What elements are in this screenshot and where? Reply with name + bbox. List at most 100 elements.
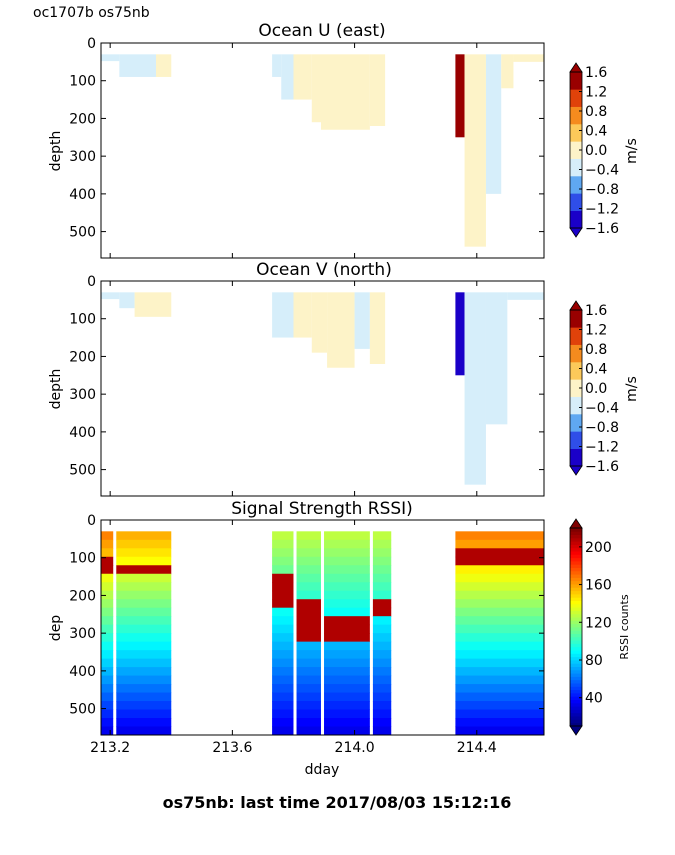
colorbar-tick-label: 0.4	[585, 124, 607, 140]
colorbar-segment	[570, 448, 582, 467]
rssi-panel: Signal Strength RSSI) 0 100 200 300 400 500 2…	[48, 499, 631, 778]
heatmap-cell	[455, 531, 544, 541]
heatmap-cell	[324, 624, 370, 634]
heatmap-cell	[372, 692, 392, 702]
heatmap-cell	[101, 624, 114, 634]
colorbar-segment	[570, 650, 582, 654]
heatmap-cell	[369, 54, 386, 126]
heatmap-cell	[324, 590, 370, 600]
rssi-y-ticks: 0 100 200 300 400 500	[69, 513, 544, 718]
heatmap-cell	[116, 565, 172, 575]
heatmap-cell	[101, 718, 114, 728]
heatmap-cell	[116, 548, 172, 558]
heatmap-cell	[324, 701, 370, 711]
colorbar-segment	[570, 574, 582, 578]
colorbar-segment	[570, 590, 582, 595]
colorbar-tick-label: −1.6	[585, 221, 619, 237]
heatmap-cell	[272, 582, 294, 592]
heatmap-cell	[455, 633, 544, 643]
x-tick-label: 214.0	[335, 740, 375, 756]
colorbar-extend-top	[569, 518, 583, 529]
ocean-v-colorbar-label: m/s	[624, 376, 640, 402]
colorbar-segment	[570, 722, 582, 727]
heatmap-cell	[372, 565, 392, 575]
heatmap-cell	[116, 633, 172, 643]
heatmap-cell	[327, 292, 355, 368]
y-tick-label: 400	[69, 664, 96, 680]
heatmap-cell	[101, 633, 114, 643]
heatmap-cell	[372, 531, 392, 541]
heatmap-cell	[272, 718, 294, 728]
colorbar-segment	[570, 716, 582, 720]
heatmap-cell	[116, 641, 172, 651]
colorbar-segment	[570, 379, 582, 397]
heatmap-cell	[372, 616, 392, 626]
y-tick-label: 0	[87, 513, 96, 529]
y-tick-label: 100	[69, 74, 96, 90]
colorbar-segment	[570, 623, 582, 628]
colorbar-tick-label: 0.0	[585, 143, 607, 159]
colorbar-segment	[570, 719, 582, 724]
corner-label: oc1707b os75nb	[33, 5, 150, 21]
ocean-u-plot-frame	[100, 42, 545, 259]
ocean-u-panel: Ocean U (east) 0 100 200 300 400 500 depth 1.…	[48, 21, 640, 259]
colorbar-segment	[570, 696, 582, 700]
heatmap-cell	[296, 709, 321, 719]
colorbar-segment	[570, 673, 582, 677]
heatmap-cell	[272, 599, 294, 609]
heatmap-cell	[296, 701, 321, 711]
heatmap-cell	[324, 667, 370, 677]
colorbar-tick-label: 40	[585, 691, 603, 707]
ocean-v-colorbar: 1.6 1.2 0.8 0.4 0.0 −0.4 −0.8 −1.2 −1.6	[569, 300, 619, 476]
heatmap-cell	[116, 684, 172, 694]
heatmap-cell	[101, 599, 114, 609]
ocean-v-plot-frame	[100, 280, 545, 497]
heatmap-cell	[296, 692, 321, 702]
colorbar-segment	[570, 210, 582, 229]
colorbar-segment	[570, 570, 582, 575]
heatmap-cell	[296, 590, 321, 600]
heatmap-cell	[296, 556, 321, 566]
colorbar-tick-label: 0.4	[585, 362, 607, 378]
colorbar-tick-label: −1.2	[585, 202, 619, 218]
heatmap-cell	[272, 641, 294, 651]
heatmap-cell	[101, 573, 114, 583]
heatmap-cell	[513, 54, 544, 62]
colorbar-segment	[570, 607, 582, 611]
colorbar-segment	[570, 362, 582, 380]
heatmap-cell	[455, 607, 544, 617]
colorbar-segment	[570, 344, 582, 363]
heatmap-cell	[455, 709, 544, 719]
heatmap-cell	[116, 556, 172, 566]
heatmap-cell	[272, 667, 294, 677]
heatmap-cell	[101, 539, 114, 549]
heatmap-cell	[296, 718, 321, 728]
heatmap-cell	[272, 684, 294, 694]
ocean-v-x-ticks	[109, 281, 478, 496]
heatmap-cell	[272, 531, 294, 541]
heatmap-cell	[324, 650, 370, 660]
heatmap-cell	[372, 658, 392, 668]
colorbar-segment	[570, 613, 582, 618]
heatmap-cell	[272, 701, 294, 711]
colorbar-segment	[570, 600, 582, 605]
ocean-u-x-ticks	[109, 43, 478, 258]
colorbar-segment	[570, 193, 582, 211]
colorbar-segment	[570, 531, 582, 535]
heatmap-cell	[296, 565, 321, 575]
heatmap-cell	[324, 607, 370, 617]
heatmap-cell	[296, 650, 321, 660]
heatmap-cell	[101, 565, 114, 575]
heatmap-cell	[372, 633, 392, 643]
ocean-v-heatmap	[101, 292, 544, 485]
heatmap-cell	[485, 292, 508, 425]
heatmap-cell	[455, 684, 544, 694]
heatmap-cell	[296, 607, 321, 617]
heatmap-cell	[455, 701, 544, 711]
heatmap-cell	[116, 616, 172, 626]
colorbar-segment	[570, 683, 582, 687]
y-tick-label: 300	[69, 387, 96, 403]
colorbar-segment	[570, 577, 582, 582]
rssi-x-ticks: 213.2 213.6 214.0 214.4	[90, 520, 497, 756]
